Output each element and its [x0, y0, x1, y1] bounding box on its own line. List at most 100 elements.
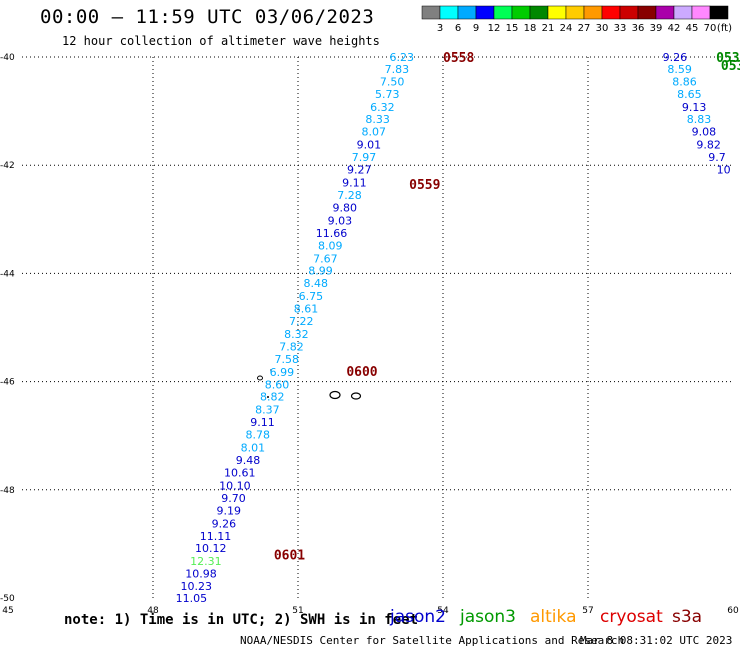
swh-label: 8.83: [687, 113, 712, 126]
swh-label: 5.73: [375, 88, 400, 101]
legend-label: 18: [524, 23, 537, 34]
swh-label: 8.07: [361, 126, 386, 139]
legend-swatch: [601, 5, 621, 20]
swh-label: 8.65: [677, 88, 702, 101]
satellite-jason2: jason2: [390, 607, 446, 627]
swh-label: 6.23: [390, 51, 415, 64]
swh-label: 8.82: [260, 391, 285, 404]
swh-label: 7.83: [385, 63, 410, 76]
swh-label: 9.27: [347, 164, 372, 177]
island-outline: [267, 396, 269, 398]
swh-label: 12.31: [190, 555, 222, 568]
swh-label: 9.13: [682, 101, 707, 114]
swh-label: 8.86: [672, 75, 697, 88]
lon-tick-label: 48: [147, 606, 159, 616]
color-legend: 3 6 9 12 15 18 21 24 27 30 33 36 39 42 45 70 (ft): [421, 5, 732, 34]
swh-label: 7.50: [380, 75, 405, 88]
lat-tick-label: -48: [0, 486, 15, 496]
map-grid: 45 48 51 54 57 60 -40 -42 -44 -46 -48 -50: [0, 53, 739, 616]
legend-swatch: [691, 5, 711, 20]
swh-label: 10.61: [224, 466, 256, 479]
swh-label: 8.32: [284, 328, 309, 341]
swh-label: 6.75: [299, 290, 324, 303]
legend-label: 12: [488, 23, 501, 34]
swh-label: 9.26: [663, 51, 688, 64]
swh-label: 11.66: [316, 227, 348, 240]
lat-tick-label: -50: [0, 594, 15, 604]
page-title: 00:00 — 11:59 UTC 03/06/2023: [40, 6, 375, 28]
swh-label: 9.11: [342, 177, 367, 190]
island-outline: [270, 369, 272, 371]
swh-label: 7.28: [337, 189, 362, 202]
swh-label: 9.7: [708, 151, 726, 164]
legend-swatch: [511, 5, 531, 20]
legend-label: 3: [437, 23, 443, 34]
swh-label: 8.61: [294, 303, 319, 316]
lat-tick-label: -42: [0, 161, 15, 171]
lon-tick-label: 51: [292, 606, 303, 616]
legend-swatch: [475, 5, 495, 20]
legend-swatch: [421, 5, 441, 20]
lon-tick-label: 54: [437, 606, 449, 616]
swh-label: 10: [717, 164, 731, 177]
legend-swatch: [673, 5, 693, 20]
legend-swatch: [637, 5, 657, 20]
satellite-altika: altika: [530, 607, 577, 627]
lon-tick-label: 60: [727, 606, 739, 616]
pass-time-labels: 0558 0559 0600 0601 0538053: [274, 51, 740, 564]
swh-label: 9.48: [236, 454, 261, 467]
legend-label: 33: [614, 23, 627, 34]
swh-label: 7.67: [313, 252, 338, 265]
legend-unit: (ft): [717, 23, 732, 34]
footer-note: note: 1) Time is in UTC; 2) SWH is in fe…: [64, 612, 419, 628]
pass-time-label: 0559: [409, 178, 440, 193]
swh-label: 6.99: [270, 366, 295, 379]
legend-swatch: [709, 5, 729, 20]
pass-time-label: 0601: [274, 549, 305, 564]
swh-label: 10.98: [185, 568, 217, 581]
swh-label: 6.32: [370, 101, 395, 114]
legend-swatch: [655, 5, 675, 20]
island-outline: [329, 390, 341, 400]
legend-label: 30: [596, 23, 609, 34]
swh-label: 9.82: [696, 139, 721, 152]
swh-label: 10.10: [219, 479, 251, 492]
swh-label: 7.58: [274, 353, 299, 366]
swh-label: 8.33: [365, 113, 390, 126]
swh-label: 8.01: [241, 442, 266, 455]
swh-label: 9.26: [212, 517, 237, 530]
legend-label: 24: [560, 23, 573, 34]
lat-tick-label: -44: [0, 269, 15, 279]
swh-label: 8.37: [255, 404, 280, 417]
pass-time-label: 0538: [716, 51, 740, 66]
legend-swatch: [619, 5, 639, 20]
pass-time-label: 0558: [443, 51, 474, 66]
swh-label: 8.99: [308, 265, 333, 278]
legend-label: 21: [542, 23, 555, 34]
swh-label: 9.19: [216, 504, 241, 517]
islands: [257, 369, 362, 400]
swh-label: 8.78: [245, 429, 270, 442]
swh-label: 8.48: [303, 277, 328, 290]
island-outline: [257, 375, 263, 381]
legend-swatch: [529, 5, 549, 20]
swh-label: 8.59: [667, 63, 692, 76]
legend-label: 6: [455, 23, 461, 34]
swh-label: 10.23: [180, 580, 212, 593]
satellite-jason3: jason3: [460, 607, 516, 627]
pass-time-label: 0600: [346, 365, 377, 380]
legend-swatch: [493, 5, 513, 20]
swh-label: 9.03: [328, 214, 353, 227]
legend-label: 9: [473, 23, 479, 34]
page-subtitle: 12 hour collection of altimeter wave hei…: [62, 34, 380, 48]
lat-tick-label: -46: [0, 378, 15, 388]
legend-label: 42: [668, 23, 681, 34]
swh-label: 9.80: [332, 201, 357, 214]
swh-label: 11.05: [176, 592, 208, 605]
satellite-s3a: s3a: [672, 607, 703, 627]
lon-tick-label: 45: [2, 606, 13, 616]
legend-swatch: [547, 5, 567, 20]
swh-label: 9.01: [357, 139, 382, 152]
